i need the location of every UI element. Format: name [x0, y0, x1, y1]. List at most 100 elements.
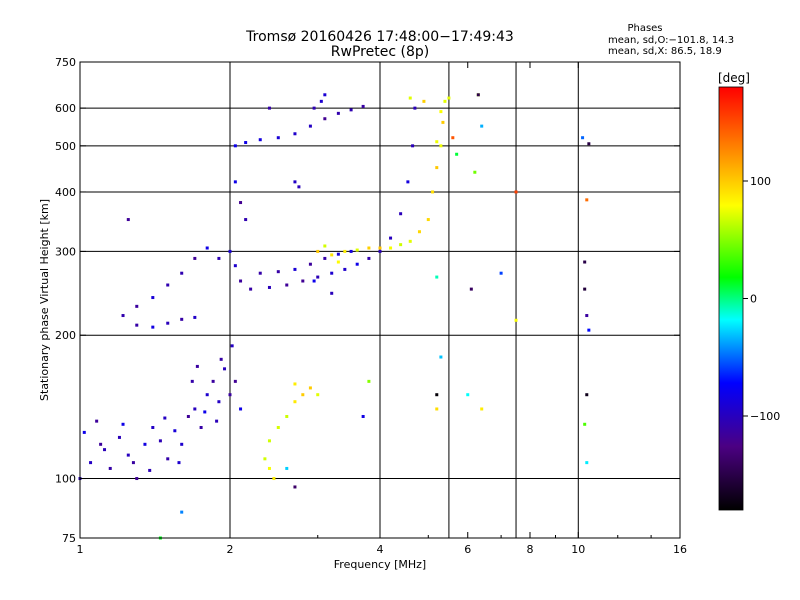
data-point — [230, 344, 234, 348]
chart-subtitle: RwPretec (8p) — [331, 44, 429, 60]
colorbar — [718, 86, 744, 511]
data-point — [151, 325, 155, 329]
x-axis-label: Frequency [MHz] — [334, 558, 426, 571]
data-point — [330, 291, 334, 295]
data-point — [308, 124, 312, 128]
data-point — [323, 117, 327, 121]
x-tick-label: 4 — [377, 543, 384, 556]
data-point — [361, 104, 365, 108]
colorbar-tick-label: −100 — [750, 410, 780, 423]
data-point — [158, 439, 162, 443]
data-point — [233, 180, 237, 184]
data-point — [417, 230, 421, 234]
data-point — [455, 152, 459, 156]
data-point — [343, 249, 347, 253]
data-point — [151, 296, 155, 300]
data-point — [585, 198, 589, 202]
data-point — [233, 144, 237, 148]
data-point — [411, 144, 415, 148]
data-point — [355, 262, 359, 266]
data-point — [301, 393, 305, 397]
data-point — [193, 256, 197, 260]
data-point — [316, 275, 320, 279]
data-point — [211, 379, 215, 383]
data-point — [263, 457, 267, 461]
data-point — [361, 414, 365, 418]
data-point — [267, 439, 271, 443]
data-point — [406, 180, 410, 184]
data-point — [422, 99, 426, 103]
data-point — [367, 379, 371, 383]
phases-x-stats: mean, sd,X: 86.5, 18.9 — [608, 46, 722, 57]
phases-heading: Phases — [627, 23, 662, 34]
colorbar-unit-label: [deg] — [718, 71, 750, 85]
data-point — [233, 379, 237, 383]
data-point — [180, 510, 184, 514]
data-point — [514, 190, 518, 194]
data-point — [228, 249, 232, 253]
data-point — [583, 260, 587, 264]
data-point — [399, 243, 403, 247]
data-point — [285, 466, 289, 470]
data-point — [336, 252, 340, 256]
data-point — [323, 256, 327, 260]
data-point — [293, 267, 297, 271]
data-point — [180, 442, 184, 446]
data-point — [166, 321, 170, 325]
data-point — [293, 132, 297, 136]
data-point — [435, 407, 439, 411]
data-point — [443, 99, 447, 103]
data-point — [435, 140, 439, 144]
data-point — [239, 201, 243, 205]
data-point — [585, 393, 589, 397]
y-axis-ticks: 75 100 200 300 400 500 600 750 — [55, 56, 680, 545]
data-point — [378, 249, 382, 253]
y-tick-label: 750 — [55, 56, 76, 69]
data-point — [205, 393, 209, 397]
data-point — [439, 144, 443, 148]
data-point — [585, 314, 589, 318]
y-tick-label: 200 — [55, 329, 76, 342]
data-point — [466, 393, 470, 397]
data-point — [143, 442, 147, 446]
data-point — [441, 120, 445, 124]
data-point — [217, 256, 221, 260]
data-point — [180, 271, 184, 275]
data-point — [135, 304, 139, 308]
data-point — [267, 285, 271, 289]
data-point — [285, 414, 289, 418]
y-tick-label: 400 — [55, 186, 76, 199]
x-tick-label: 16 — [673, 543, 687, 556]
data-point — [583, 422, 587, 426]
x-tick-label: 1 — [77, 543, 84, 556]
x-tick-label: 8 — [527, 543, 534, 556]
data-point — [267, 466, 271, 470]
data-point — [285, 283, 289, 287]
y-tick-label: 100 — [55, 473, 76, 486]
data-point — [378, 246, 382, 250]
data-point — [228, 393, 232, 397]
data-point — [473, 170, 477, 174]
data-point — [215, 419, 219, 423]
grid-lines — [80, 62, 680, 538]
data-point — [431, 190, 435, 194]
data-point — [126, 453, 130, 457]
data-point — [581, 136, 585, 140]
colorbar-ticks: 100 0 −100 — [743, 175, 780, 423]
data-point — [199, 425, 203, 429]
data-point — [308, 262, 312, 266]
data-point — [223, 367, 227, 371]
data-point — [349, 249, 353, 253]
data-point — [367, 246, 371, 250]
data-point — [272, 477, 276, 481]
data-point — [276, 136, 280, 140]
data-point — [323, 244, 327, 248]
data-point — [190, 379, 194, 383]
data-point — [367, 256, 371, 260]
data-point — [173, 429, 177, 433]
data-point — [186, 414, 190, 418]
data-point — [312, 106, 316, 110]
data-point — [469, 287, 473, 291]
colorbar-tick-label: 100 — [750, 175, 771, 188]
